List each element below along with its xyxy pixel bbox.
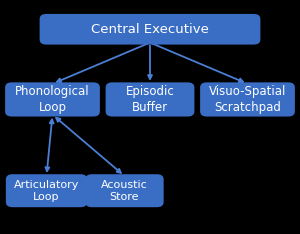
Text: Central Executive: Central Executive bbox=[91, 23, 209, 36]
Text: Episodic
Buffer: Episodic Buffer bbox=[126, 85, 174, 114]
FancyBboxPatch shape bbox=[85, 174, 164, 207]
Text: Acoustic
Store: Acoustic Store bbox=[101, 180, 148, 202]
FancyBboxPatch shape bbox=[5, 82, 100, 117]
Text: Visuo-Spatial
Scratchpad: Visuo-Spatial Scratchpad bbox=[209, 85, 286, 114]
Text: Articulatory
Loop: Articulatory Loop bbox=[14, 180, 79, 202]
FancyBboxPatch shape bbox=[200, 82, 295, 117]
FancyBboxPatch shape bbox=[40, 14, 260, 44]
FancyBboxPatch shape bbox=[106, 82, 194, 117]
FancyBboxPatch shape bbox=[6, 174, 87, 207]
Text: Phonological
Loop: Phonological Loop bbox=[15, 85, 90, 114]
